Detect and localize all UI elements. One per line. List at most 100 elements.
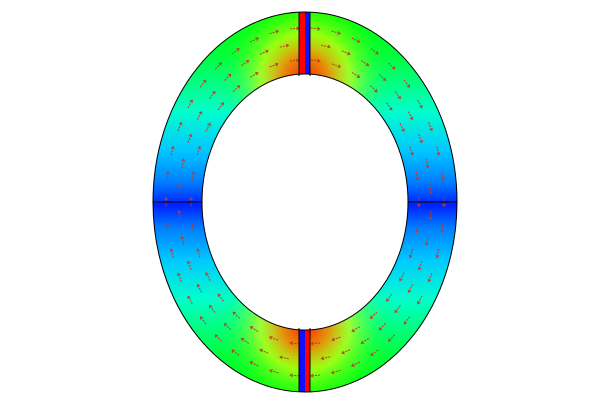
- field-arrow-head: [356, 74, 361, 78]
- field-arrow: [224, 73, 232, 81]
- field-arrow: [196, 248, 201, 258]
- field-arrow: [378, 73, 386, 81]
- field-arrow-head: [227, 73, 232, 78]
- field-arrow: [290, 27, 300, 30]
- field-arrow-head: [275, 62, 279, 67]
- field-arrow: [436, 248, 440, 258]
- field-arrow: [199, 316, 207, 325]
- field-arrow: [407, 111, 414, 120]
- field-arrow: [441, 223, 444, 233]
- field-arrow: [429, 210, 432, 220]
- field-arrow: [269, 336, 279, 341]
- field-arrow-head: [409, 116, 414, 121]
- field-arrow-head: [220, 102, 224, 106]
- field-arrow-head: [440, 177, 445, 182]
- field-arrow-head: [232, 311, 236, 316]
- field-arrow: [232, 85, 240, 93]
- bottom-seam: [299, 320, 310, 393]
- field-arrow: [187, 134, 192, 143]
- field-arrow: [187, 261, 192, 270]
- field-arrow-head: [388, 106, 393, 111]
- ring-outline: [152, 11, 458, 393]
- field-arrow: [425, 236, 429, 246]
- field-arrow: [399, 122, 405, 132]
- field-arrow-head: [190, 222, 195, 227]
- field-arrow: [428, 273, 433, 282]
- field-arrow-head: [188, 133, 193, 138]
- field-arrow: [249, 361, 259, 367]
- field-arrow-head: [236, 85, 241, 89]
- field-arrow: [249, 37, 259, 43]
- field-arrow-head: [169, 248, 174, 252]
- field-arrow: [436, 146, 440, 156]
- field-arrow: [241, 60, 250, 67]
- field-arrow-head: [435, 254, 440, 259]
- field-arrow-head: [191, 170, 196, 175]
- field-arrow-head: [394, 309, 398, 314]
- field-arrow-head: [214, 334, 219, 338]
- field-arrow: [177, 273, 182, 282]
- field-arrow-head: [425, 164, 430, 169]
- field-arrow: [351, 326, 360, 332]
- field-arrow: [209, 305, 216, 313]
- field-arrow: [425, 158, 429, 168]
- field-arrow-head: [428, 216, 433, 221]
- field-arrow: [279, 44, 289, 48]
- field-arrow: [310, 27, 320, 30]
- field-arrow-head: [164, 196, 168, 201]
- field-arrow-head: [369, 315, 374, 319]
- field-arrow-head: [417, 300, 421, 305]
- field-arrow-head: [202, 79, 207, 84]
- field-arrow: [177, 122, 182, 131]
- field-arrow-head: [259, 348, 263, 353]
- field-arrow-head: [320, 356, 325, 361]
- field-arrow: [170, 248, 174, 258]
- field-arrow: [214, 62, 222, 70]
- field-arrow-head: [419, 139, 423, 144]
- field-arrow: [310, 59, 321, 62]
- field-arrow-head: [337, 31, 342, 35]
- field-arrow-head: [249, 326, 254, 330]
- field-arrow-head: [424, 242, 429, 246]
- field-arrow-head: [180, 235, 185, 240]
- field-arrow: [321, 356, 331, 360]
- field-arrow: [166, 171, 169, 181]
- field-arrow-head: [410, 151, 414, 156]
- field-arrow-head: [165, 170, 170, 175]
- field-arrow-head: [177, 209, 182, 214]
- field-arrow-head: [317, 58, 321, 63]
- field-arrow-head: [356, 39, 361, 43]
- field-arrow-head: [401, 128, 405, 132]
- field-arrow: [178, 184, 181, 194]
- field-arrow: [170, 146, 174, 156]
- field-arrow-head: [255, 37, 259, 41]
- field-arrow-head: [419, 104, 423, 109]
- field-arrow: [310, 374, 320, 377]
- field-arrow-head: [378, 326, 383, 331]
- field-arrow-head: [187, 260, 191, 265]
- field-arrow: [191, 223, 195, 233]
- field-arrow-head: [417, 266, 422, 271]
- field-arrow-head: [289, 341, 293, 346]
- field-arrow: [259, 50, 269, 55]
- field-arrow: [370, 311, 378, 319]
- field-arrow-head: [428, 190, 433, 195]
- field-arrow-head: [207, 122, 211, 127]
- field-arrow-head: [289, 373, 293, 378]
- field-arrow-head: [399, 277, 403, 282]
- field-arrow: [386, 293, 393, 302]
- field-arrow-head: [285, 43, 290, 48]
- field-arrow: [331, 63, 341, 68]
- field-arrow-head: [310, 341, 314, 346]
- field-arrow: [370, 48, 379, 55]
- field-arrow: [407, 284, 414, 293]
- field-arrow: [199, 79, 207, 88]
- field-arrow: [388, 62, 396, 70]
- field-arrow: [388, 334, 396, 342]
- field-arrow-head: [375, 51, 379, 55]
- field-arrow-head: [370, 352, 374, 356]
- field-arrow: [415, 171, 419, 181]
- field-arrow-head: [240, 337, 245, 342]
- top-seam: [299, 12, 310, 80]
